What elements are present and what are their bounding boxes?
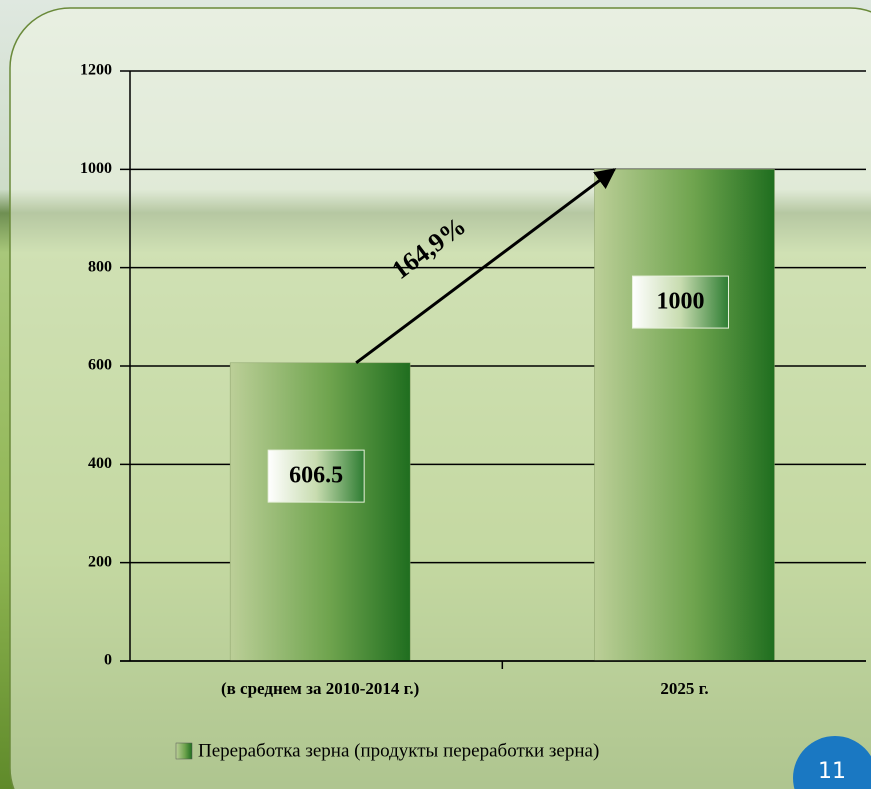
data-label-box bbox=[267, 449, 365, 503]
growth-arrow bbox=[355, 168, 617, 365]
legend-label: Переработка зерна (продукты переработки … bbox=[198, 740, 599, 761]
legend-swatch bbox=[175, 742, 193, 760]
y-tick-label: 0 bbox=[104, 652, 112, 669]
y-tick-label: 200 bbox=[88, 553, 112, 570]
x-tick-label: 2025 г. bbox=[660, 679, 708, 698]
page-number: 11 bbox=[818, 759, 846, 784]
page-badge bbox=[793, 736, 871, 794]
bar bbox=[229, 362, 411, 662]
y-tick-label: 600 bbox=[88, 357, 112, 374]
data-label: 606.5 bbox=[289, 463, 343, 489]
y-tick-label: 400 bbox=[88, 455, 112, 472]
y-tick-label: 1200 bbox=[80, 62, 112, 79]
data-label: 1000 bbox=[656, 289, 704, 315]
bar bbox=[594, 169, 775, 662]
x-tick-label: (в среднем за 2010-2014 г.) bbox=[221, 679, 419, 698]
y-tick-label: 800 bbox=[88, 258, 112, 275]
data-label-box bbox=[631, 275, 729, 329]
y-tick-label: 1000 bbox=[80, 160, 112, 177]
chart: 0 200 400 600 800 1000 1200 (в среднем за 2010-… bbox=[80, 62, 866, 761]
